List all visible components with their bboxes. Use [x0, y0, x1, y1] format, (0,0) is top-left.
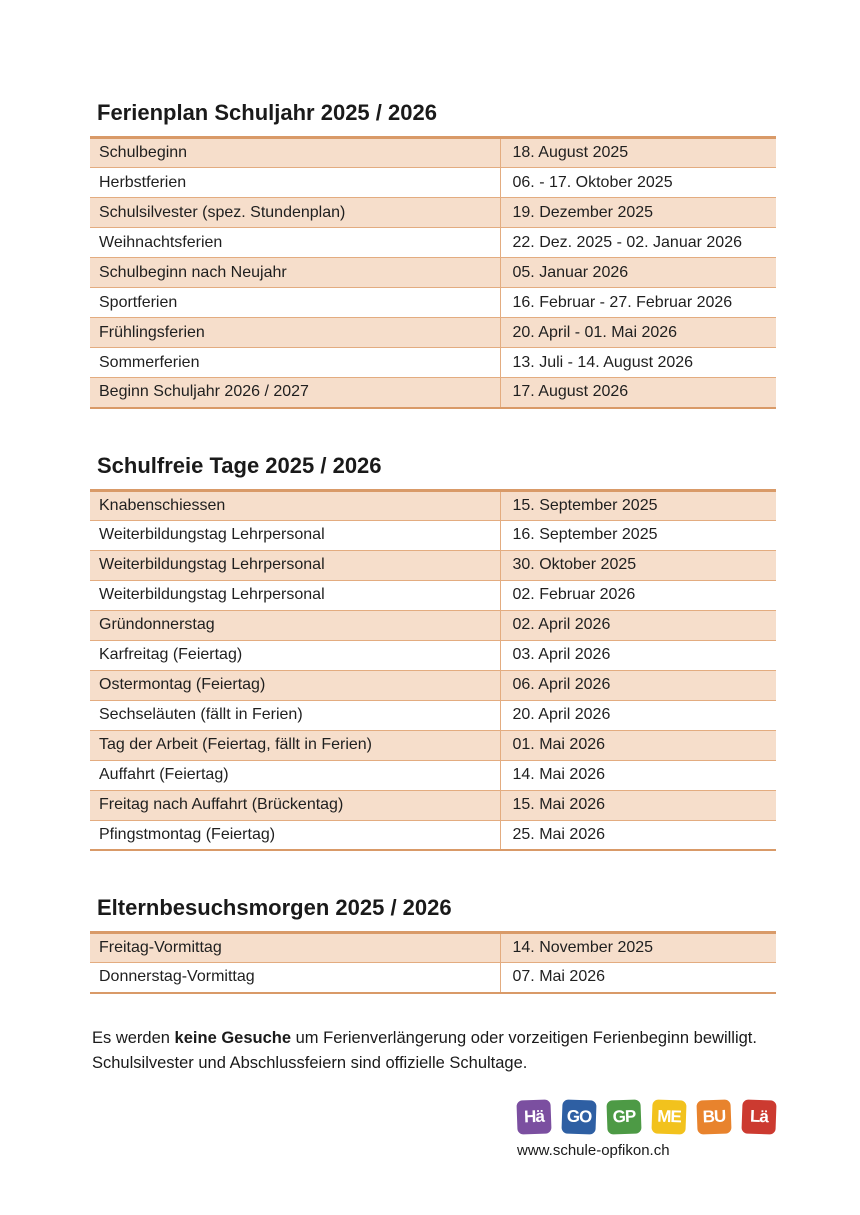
- logo-tile-gp: GP: [606, 1098, 642, 1135]
- logo-tile-me: ME: [651, 1098, 687, 1135]
- event-label: Frühlingsferien: [90, 317, 501, 348]
- event-label: Freitag-Vormittag: [90, 932, 501, 963]
- event-date: 14. Mai 2026: [500, 760, 776, 791]
- event-label: Beginn Schuljahr 2026 / 2027: [90, 377, 501, 408]
- event-date: 20. April - 01. Mai 2026: [500, 317, 776, 348]
- logo-tile-hae: Hä: [516, 1098, 552, 1135]
- footer-line1-prefix: Es werden: [92, 1028, 175, 1047]
- event-label: Sommerferien: [90, 347, 501, 378]
- table-row: Ostermontag (Feiertag) 06. April 2026: [90, 670, 776, 701]
- event-label: Donnerstag-Vormittag: [90, 962, 501, 993]
- elternbesuchsmorgen-table: Freitag-Vormittag 14. November 2025 Donner…: [90, 931, 776, 994]
- event-date: 20. April 2026: [500, 700, 776, 731]
- event-label: Weiterbildungstag Lehrpersonal: [90, 520, 501, 551]
- event-date: 13. Juli - 14. August 2026: [500, 347, 776, 378]
- table-row: Schulbeginn nach Neujahr 05. Januar 2026: [90, 257, 776, 288]
- event-date: 22. Dez. 2025 - 02. Januar 2026: [500, 227, 776, 258]
- logo-tile-lae: Lä: [741, 1098, 777, 1135]
- event-date: 14. November 2025: [500, 932, 776, 963]
- table-row: Beginn Schuljahr 2026 / 2027 17. August 2…: [90, 377, 776, 408]
- footer-line1-bold: keine Gesuche: [174, 1028, 292, 1047]
- event-label: Pfingstmontag (Feiertag): [90, 820, 501, 850]
- footer-line-1: Es werden keine Gesuche um Ferienverläng…: [92, 1026, 782, 1051]
- logo-url: www.schule-opfikon.ch: [517, 1141, 670, 1159]
- section-ferienplan: Ferienplan Schuljahr 2025 / 2026 Schulbeg…: [0, 100, 860, 409]
- logo-tiles: Hä GO GP ME BU Lä: [516, 1098, 797, 1135]
- event-date: 19. Dezember 2025: [500, 197, 776, 228]
- section-schulfreie-tage: Schulfreie Tage 2025 / 2026 Knabenschiess…: [0, 452, 860, 851]
- event-label: Tag der Arbeit (Feiertag, fällt in Ferie…: [90, 730, 501, 761]
- event-date: 16. September 2025: [500, 520, 776, 551]
- event-label: Karfreitag (Feiertag): [90, 640, 501, 671]
- footer-line1-suffix: um Ferienverlängerung oder vorzeitigen F…: [291, 1028, 757, 1047]
- event-date: 18. August 2025: [500, 137, 776, 168]
- event-label: Auffahrt (Feiertag): [90, 760, 501, 791]
- logo-tile-bu: BU: [696, 1098, 732, 1135]
- event-date: 16. Februar - 27. Februar 2026: [500, 287, 776, 318]
- section-title-ferienplan: Ferienplan Schuljahr 2025 / 2026: [97, 100, 437, 125]
- event-date: 25. Mai 2026: [512, 825, 606, 843]
- table-row: Sommerferien 13. Juli - 14. August 2026: [90, 347, 776, 378]
- table-row: Sechseläuten (fällt in Ferien) 20. April …: [90, 700, 776, 731]
- event-label: Knabenschiessen: [90, 490, 501, 521]
- table-row: Donnerstag-Vormittag 07. Mai 2026: [90, 962, 776, 993]
- table-row: Frühlingsferien 20. April - 01. Mai 2026: [90, 317, 776, 348]
- event-date: 02. April 2026: [500, 610, 776, 641]
- event-date: 17. August 2026: [512, 383, 629, 401]
- table-row: Karfreitag (Feiertag) 03. April 2026: [90, 640, 776, 671]
- event-date: 02. Februar 2026: [500, 580, 776, 611]
- event-label: Schulsilvester (spez. Stundenplan): [90, 197, 501, 228]
- table-row: Pfingstmontag (Feiertag) 25. Mai 2026: [90, 820, 776, 850]
- ferienplan-table: Schulbeginn 18. August 2025 Herbstferien 06…: [90, 136, 776, 409]
- schulfreie-tage-table: Knabenschiessen 15. September 2025 Weiterb…: [90, 488, 776, 851]
- table-row: Auffahrt (Feiertag) 14. Mai 2026: [90, 760, 776, 791]
- table-row: Herbstferien 06. - 17. Oktober 2025: [90, 167, 776, 198]
- event-label: Sportferien: [90, 287, 501, 318]
- event-label: Sechseläuten (fällt in Ferien): [90, 700, 501, 731]
- section-elternbesuchsmorgen: Elternbesuchsmorgen 2025 / 2026 Freitag-V…: [0, 895, 860, 994]
- event-date: 06. April 2026: [500, 670, 776, 701]
- event-label: Schulbeginn: [90, 137, 501, 168]
- event-label: Schulbeginn nach Neujahr: [90, 257, 501, 288]
- event-date: 05. Januar 2026: [500, 257, 776, 288]
- event-date: 15. September 2025: [500, 490, 776, 521]
- section-title-elternbesuchsmorgen: Elternbesuchsmorgen 2025 / 2026: [97, 895, 452, 920]
- table-row: Weiterbildungstag Lehrpersonal 30. Oktobe…: [90, 550, 776, 581]
- table-row: Tag der Arbeit (Feiertag, fällt in Ferie…: [90, 730, 776, 761]
- table-row: Gründonnerstag 02. April 2026: [90, 610, 776, 641]
- table-row: Weiterbildungstag Lehrpersonal 02. Februa…: [90, 580, 776, 611]
- logo-tile-go: GO: [561, 1098, 597, 1135]
- school-logo: Hä GO GP ME BU Lä www.schule-opfikon.ch: [516, 1098, 797, 1159]
- event-label: Gründonnerstag: [90, 610, 501, 641]
- event-label: Weiterbildungstag Lehrpersonal: [90, 580, 501, 611]
- event-date: 06. - 17. Oktober 2025: [500, 167, 776, 198]
- section-title-schulfreie-tage: Schulfreie Tage 2025 / 2026: [97, 452, 382, 478]
- sections-container: Ferienplan Schuljahr 2025 / 2026 Schulbeg…: [0, 100, 860, 994]
- table-row: Weihnachtsferien 22. Dez. 2025 - 02. Janu…: [90, 227, 776, 258]
- table-row: Freitag-Vormittag 14. November 2025: [90, 932, 776, 963]
- event-date: 15. Mai 2026: [500, 790, 776, 821]
- footer-note: Es werden keine Gesuche um Ferienverläng…: [92, 1026, 782, 1076]
- event-date: 07. Mai 2026: [512, 968, 606, 986]
- footer-line-2: Schulsilvester und Abschlussfeiern sind …: [92, 1053, 528, 1072]
- table-row: Freitag nach Auffahrt (Brückentag) 15. Ma…: [90, 790, 776, 821]
- table-row: Schulsilvester (spez. Stundenplan) 19. De…: [90, 197, 776, 228]
- event-label: Weiterbildungstag Lehrpersonal: [90, 550, 501, 581]
- event-date: 03. April 2026: [500, 640, 776, 671]
- event-label: Ostermontag (Feiertag): [90, 670, 501, 701]
- event-date: 30. Oktober 2025: [500, 550, 776, 581]
- table-row: Sportferien 16. Februar - 27. Februar 202…: [90, 287, 776, 318]
- event-label: Herbstferien: [90, 167, 501, 198]
- event-date: 01. Mai 2026: [500, 730, 776, 761]
- table-row: Schulbeginn 18. August 2025: [90, 137, 776, 168]
- table-row: Weiterbildungstag Lehrpersonal 16. Septem…: [90, 520, 776, 551]
- event-label: Freitag nach Auffahrt (Brückentag): [90, 790, 501, 821]
- event-label: Weihnachtsferien: [90, 227, 501, 258]
- table-row: Knabenschiessen 15. September 2025: [90, 490, 776, 521]
